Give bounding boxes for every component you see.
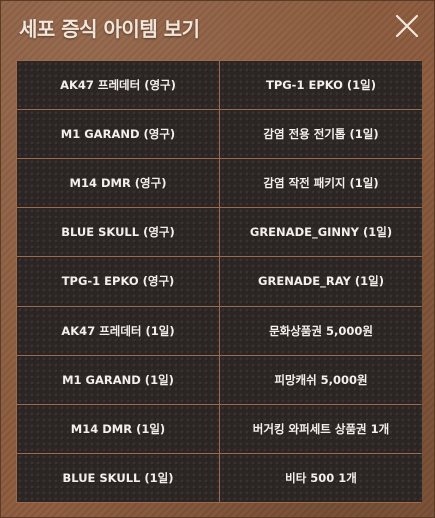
item-grid: AK47 프레데터 (영구) TPG-1 EPKO (1일) M1 GARAND… xyxy=(16,60,422,503)
item-cell: 감염 전용 전기톱 (1일) xyxy=(220,110,422,159)
item-cell: M14 DMR (1일) xyxy=(17,404,219,453)
item-cell: M14 DMR (영구) xyxy=(17,159,219,208)
item-cell: TPG-1 EPKO (1일) xyxy=(220,61,422,110)
item-cell: M1 GARAND (1일) xyxy=(17,355,219,404)
item-cell: AK47 프레데터 (1일) xyxy=(17,306,219,355)
item-cell: 피망캐쉬 5,000원 xyxy=(220,355,422,404)
item-cell: BLUE SKULL (1일) xyxy=(17,453,219,502)
item-cell: BLUE SKULL (영구) xyxy=(17,208,219,257)
close-button[interactable] xyxy=(394,13,420,39)
item-cell: 비타 500 1개 xyxy=(220,453,422,502)
item-cell: M1 GARAND (영구) xyxy=(17,110,219,159)
item-cell: TPG-1 EPKO (영구) xyxy=(17,257,219,306)
item-cell: 문화상품권 5,000원 xyxy=(220,306,422,355)
dialog-title: 세포 증식 아이템 보기 xyxy=(19,17,200,41)
item-cell: AK47 프레데터 (영구) xyxy=(17,61,219,110)
close-x-icon xyxy=(395,14,419,38)
item-cell: GRENADE_RAY (1일) xyxy=(220,257,422,306)
item-cell: GRENADE_GINNY (1일) xyxy=(220,208,422,257)
item-cell: 버거킹 와퍼세트 상품권 1개 xyxy=(220,404,422,453)
item-cell: 감염 작전 패키지 (1일) xyxy=(220,159,422,208)
